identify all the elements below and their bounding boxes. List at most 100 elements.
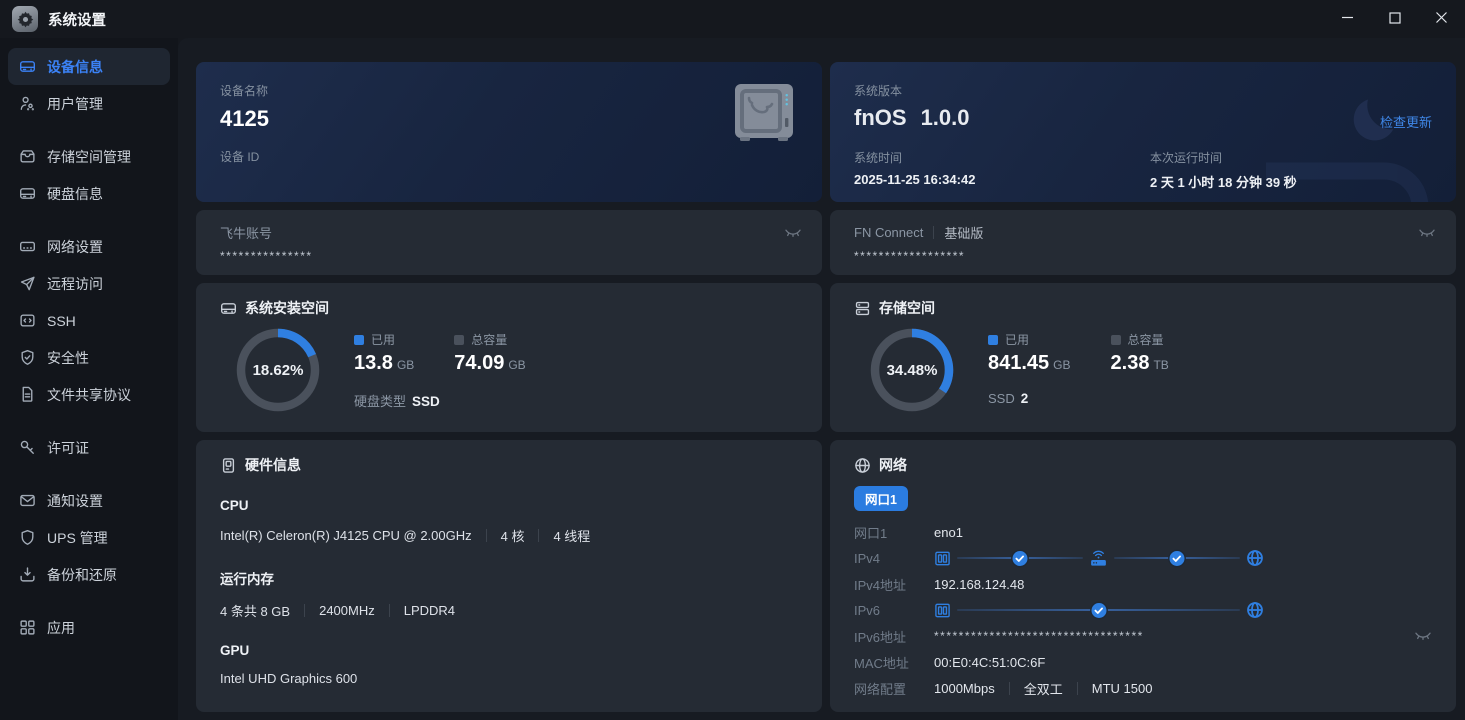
nas-device-illustration [732, 82, 798, 149]
sidebar-item-notifications[interactable]: 通知设置 [8, 482, 170, 519]
gear-app-icon [12, 6, 38, 32]
sidebar-item-disk-info[interactable]: 硬盘信息 [8, 175, 170, 212]
system-version-label: 系统版本 [854, 84, 903, 98]
network-title: 网络 [879, 457, 907, 473]
users-icon [19, 95, 36, 112]
cpu-heading: CPU [220, 498, 249, 513]
mac-address-value: 00:E0:4C:51:0C:6F [934, 654, 1046, 670]
ssd-count-label: SSD [988, 391, 1015, 406]
ipv4-connection-diagram [934, 549, 1264, 568]
sidebar-item-device-info[interactable]: 设备信息 [8, 48, 170, 85]
eye-closed-icon[interactable] [1414, 629, 1432, 643]
total-value: 2.38 [1110, 352, 1150, 374]
memory-type: LPDDR4 [403, 603, 456, 618]
fn-connect-card: FN Connect 基础版 ****************** [830, 210, 1456, 275]
used-label: 已用 [371, 333, 396, 347]
document-icon [19, 386, 36, 403]
moon-decoration-icon [1346, 98, 1394, 151]
close-icon [1435, 11, 1448, 27]
sidebar-item-network-settings[interactable]: 网络设置 [8, 228, 170, 265]
sidebar-item-ups[interactable]: UPS 管理 [8, 519, 170, 556]
sidebar-item-backup-restore[interactable]: 备份和还原 [8, 556, 170, 593]
grid-icon [19, 619, 36, 636]
gpu-heading: GPU [220, 643, 250, 658]
port-1-tab[interactable]: 网口1 [854, 486, 908, 511]
cpu-model: Intel(R) Celeron(R) J4125 CPU @ 2.00GHz [220, 528, 472, 543]
sidebar-nav: 设备信息用户管理存储空间管理硬盘信息网络设置 远程访问 SSH 安全性 文件共享协议许可… [0, 48, 178, 646]
sidebar-item-ssh[interactable]: SSH [8, 302, 170, 339]
uptime-value: 2 天 1 小时 18 分钟 39 秒 [1150, 175, 1297, 190]
sidebar-item-file-sharing[interactable]: 文件共享协议 [8, 376, 170, 413]
used-unit: GB [396, 358, 415, 372]
gpu-detail-row: Intel UHD Graphics 600 [220, 671, 798, 686]
shield-check-icon [19, 349, 36, 366]
close-button[interactable] [1418, 0, 1465, 38]
hardware-info-card: 硬件信息 CPU Intel(R) Celeron(R) J4125 CPU @… [196, 440, 822, 712]
mac-address-label: MAC地址 [854, 655, 909, 671]
link-speed: 1000Mbps [934, 680, 995, 696]
check-update-link[interactable]: 检查更新 [1379, 115, 1432, 130]
sidebar-item-label: 设备信息 [47, 58, 103, 75]
storage-box-icon [19, 148, 36, 165]
sidebar-group: 应用 [0, 609, 178, 646]
divider [388, 604, 390, 617]
ipv4-address-label: IPv4地址 [854, 577, 907, 593]
port-value: eno1 [934, 524, 963, 540]
sidebar-group: 设备信息用户管理 [0, 48, 178, 122]
divider [1008, 681, 1010, 695]
mail-icon [19, 492, 36, 509]
storage-space-title: 存储空间 [879, 300, 935, 316]
device-id-label: 设备 ID [220, 150, 260, 164]
uptime-label: 本次运行时间 [1150, 151, 1223, 165]
eye-closed-icon[interactable] [784, 226, 802, 245]
total-unit: GB [508, 358, 526, 372]
total-swatch [1110, 334, 1121, 345]
system-time-label: 系统时间 [854, 151, 903, 165]
os-name: fnOS [854, 105, 907, 130]
sidebar-item-user-management[interactable]: 用户管理 [8, 85, 170, 122]
maximize-button[interactable] [1371, 0, 1418, 38]
ipv6-status-row: IPv6 [854, 597, 1432, 623]
sidebar-item-remote-access[interactable]: 远程访问 [8, 265, 170, 302]
ipv6-address-masked-value: ********************************** [934, 629, 1144, 643]
gpu-model: Intel UHD Graphics 600 [220, 671, 358, 686]
mtu: MTU 1500 [1091, 680, 1153, 696]
main-content: 设备名称 4125 设备 ID 系统版本 fnOS 1.0.0 检查更新 系统时… [178, 38, 1465, 720]
nas-node-icon [934, 602, 951, 619]
fn-connect-masked-value: ****************** [854, 249, 966, 263]
sidebar-item-label: 存储空间管理 [47, 148, 131, 165]
ipv6-connection-diagram [934, 601, 1264, 619]
ipv4-address-value: 192.168.124.48 [934, 576, 1025, 592]
divider [933, 226, 935, 239]
memory-heading: 运行内存 [220, 572, 274, 587]
sidebar-item-license[interactable]: 许可证 [8, 429, 170, 466]
download-tray-icon [19, 566, 36, 583]
titlebar: 系统设置 [0, 0, 1465, 38]
check-badge-icon [1168, 549, 1187, 568]
sidebar-item-storage-management[interactable]: 存储空间管理 [8, 138, 170, 175]
chip-icon [220, 457, 237, 474]
sidebar-item-apps[interactable]: 应用 [8, 609, 170, 646]
sidebar-item-label: 应用 [47, 619, 75, 636]
key-icon [19, 439, 36, 456]
feiniu-account-masked-value: *************** [220, 249, 313, 263]
device-name-label: 设备名称 [220, 84, 269, 98]
os-version: 1.0.0 [920, 105, 970, 130]
used-unit: GB [1053, 358, 1071, 372]
disk-icon [19, 185, 36, 202]
feiniu-account-label: 飞牛账号 [220, 226, 273, 241]
cpu-detail-row: Intel(R) Celeron(R) J4125 CPU @ 2.00GHz … [220, 526, 798, 545]
eye-closed-icon[interactable] [1418, 226, 1436, 245]
ipv4-address-row: IPv4地址 192.168.124.48 [854, 571, 1432, 597]
maximize-icon [1388, 11, 1401, 27]
ipv6-address-label: IPv6地址 [854, 629, 907, 645]
drive-icon [220, 300, 237, 317]
sidebar-item-label: 许可证 [47, 439, 89, 456]
feiniu-account-card: 飞牛账号 *************** [196, 210, 822, 275]
legend-total: 总容量 74.09 GB [454, 331, 526, 375]
minimize-button[interactable] [1324, 0, 1371, 38]
terminal-icon [19, 312, 36, 329]
sidebar: 设备信息用户管理存储空间管理硬盘信息网络设置 远程访问 SSH 安全性 文件共享协议许可… [0, 38, 178, 720]
sidebar-item-security[interactable]: 安全性 [8, 339, 170, 376]
disk-type-row: 硬盘类型 SSD [354, 391, 526, 410]
